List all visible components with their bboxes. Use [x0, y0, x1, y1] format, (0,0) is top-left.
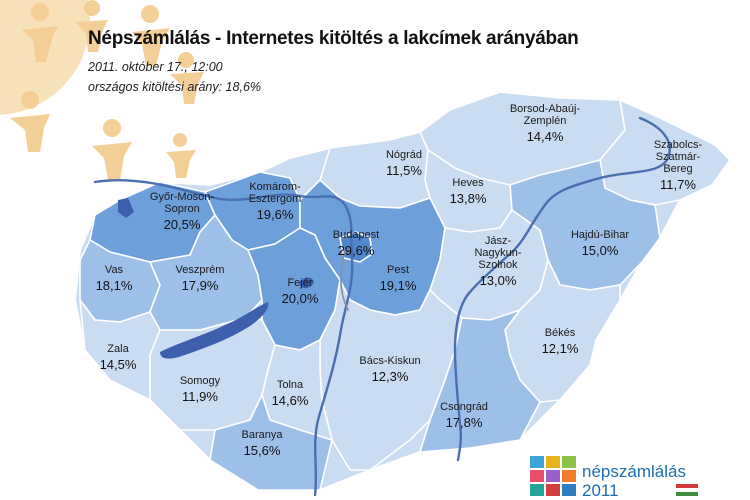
county-label-baranya: Baranya — [242, 429, 284, 441]
county-label-fejer: Fejér — [287, 277, 312, 289]
county-value-szabolcs: 11,7% — [660, 177, 696, 192]
river-tisza — [453, 116, 671, 462]
county-label-jasz: Jász- — [485, 235, 512, 247]
river-danube — [93, 178, 354, 497]
county-labels: Győr-Moson-Sopron 20,5% Komárom-Esztergom 1… — [96, 103, 703, 458]
county-value-zala: 14,5% — [100, 357, 137, 372]
county-label-csongrad: Csongrád — [440, 401, 488, 413]
county-label-nograd: Nógrád — [386, 149, 422, 161]
county-value-fejer: 20,0% — [282, 291, 319, 306]
county-szabolcs[interactable] — [599, 99, 731, 206]
county-label-tolna: Tolna — [277, 379, 304, 391]
county-label-jasz: Szolnok — [478, 259, 518, 271]
county-value-heves: 13,8% — [450, 191, 487, 206]
census-logo-icon — [530, 456, 576, 496]
county-csongrad[interactable] — [419, 309, 541, 453]
county-value-jasz: 13,0% — [480, 273, 517, 288]
county-label-szabolcs: Szabolcs- — [654, 139, 703, 151]
county-label-komarom: Esztergom — [249, 193, 302, 205]
county-value-tolna: 14,6% — [272, 393, 309, 408]
county-label-gyor: Sopron — [164, 203, 199, 215]
county-value-baranya: 15,6% — [244, 443, 281, 458]
county-value-komarom: 19,6% — [257, 207, 294, 222]
county-label-gyor: Győr-Moson- — [150, 191, 215, 203]
county-label-jasz: Nagykun- — [474, 247, 521, 259]
county-label-veszprem: Veszprém — [176, 264, 225, 276]
county-value-veszprem: 17,9% — [182, 278, 219, 293]
county-label-budapest: Budapest — [333, 229, 379, 241]
county-label-heves: Heves — [452, 177, 484, 189]
river-danube-branch — [340, 249, 349, 311]
county-value-borsod: 14,4% — [527, 129, 564, 144]
census-logo-year: 2011 — [582, 481, 619, 500]
county-value-budapest: 29,6% — [338, 243, 375, 258]
county-value-csongrad: 17,8% — [446, 415, 483, 430]
county-label-borsod: Borsod-Abaúj- — [510, 103, 581, 115]
county-label-szabolcs: Bereg — [663, 163, 692, 175]
county-value-somogy: 11,9% — [182, 389, 218, 404]
county-label-borsod: Zemplén — [524, 115, 567, 127]
county-value-bekes: 12,1% — [542, 341, 579, 356]
county-label-szabolcs: Szatmár- — [656, 151, 701, 163]
rivers — [93, 116, 671, 497]
county-value-gyor: 20,5% — [164, 217, 201, 232]
census-figures-decoration — [0, 0, 204, 180]
lake-velencei — [300, 277, 314, 289]
census-logo-name: népszámlálás — [582, 462, 686, 481]
county-label-komarom: Komárom- — [249, 181, 301, 193]
county-label-pest: Pest — [387, 264, 409, 276]
county-value-pest: 19,1% — [380, 278, 417, 293]
map-subtitle-rate: országos kitöltési arány: 18,6% — [88, 80, 262, 94]
map-title: Népszámlálás - Internetes kitöltés a lak… — [88, 28, 579, 49]
county-hajdu[interactable] — [509, 159, 661, 291]
lake-balaton — [160, 302, 269, 359]
county-label-hajdu: Hajdú-Bihar — [571, 229, 629, 241]
county-label-somogy: Somogy — [180, 375, 221, 387]
map-subtitle-date: 2011. október 17., 12:00 — [88, 60, 223, 74]
county-label-zala: Zala — [107, 343, 129, 355]
county-label-vas: Vas — [105, 264, 124, 276]
hungarian-flag-icon — [676, 484, 698, 496]
county-label-bekes: Békés — [545, 327, 576, 339]
county-value-hajdu: 15,0% — [582, 243, 619, 258]
lake-ferto — [118, 198, 134, 218]
county-value-nograd: 11,5% — [386, 163, 422, 178]
county-value-bacs: 12,3% — [372, 369, 409, 384]
county-value-vas: 18,1% — [96, 278, 133, 293]
county-label-bacs: Bács-Kiskun — [359, 355, 420, 367]
